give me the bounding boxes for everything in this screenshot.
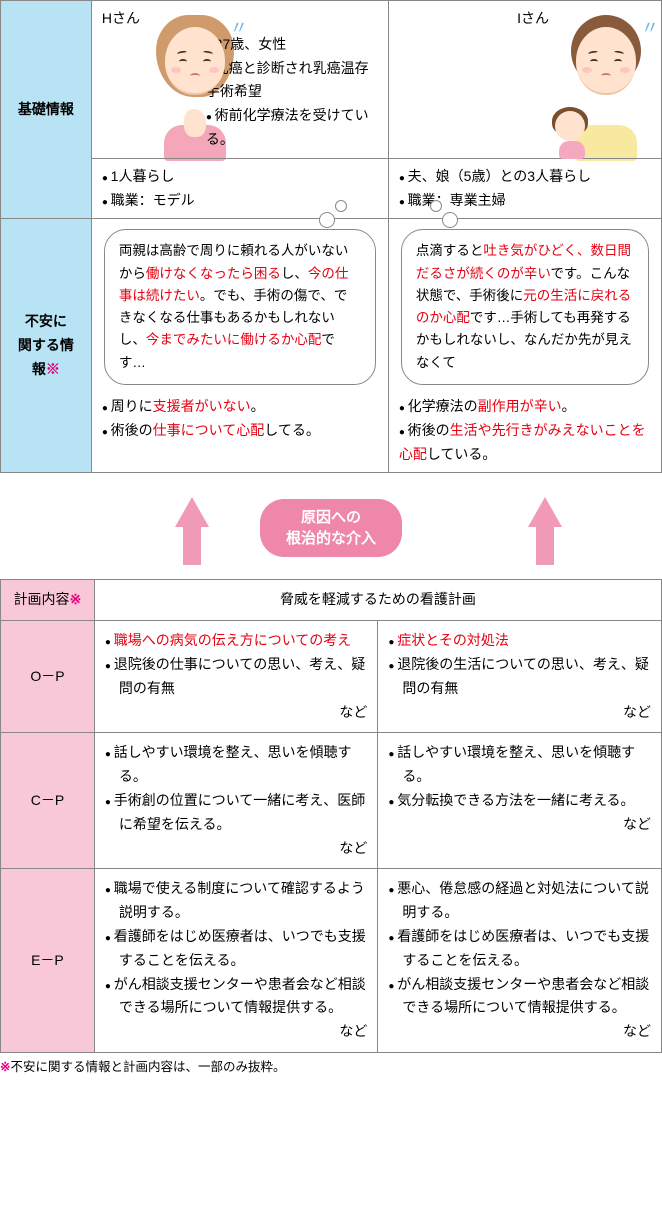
plan-cell: 話しやすい環境を整え、思いを傾聴する。気分転換できる方法を一緒に考える。など bbox=[378, 733, 662, 869]
patient-i-anxiety-cell: 点滴すると吐き気がひどく、数日間だるさが続くのが辛いです。こんな状態で、手術後に… bbox=[388, 219, 661, 473]
up-arrow-icon bbox=[528, 497, 562, 565]
patient-i-illustration: 〃 bbox=[561, 7, 651, 127]
patient-h-anxiety-list: 周りに支援者がいない。 術後の仕事について心配してる。 bbox=[102, 395, 378, 443]
intervention-label: 原因への 根治的な介入 bbox=[260, 499, 402, 557]
plan-cell: 症状とその対処法退院後の生活についての思い、考え、疑問の有無など bbox=[378, 621, 662, 733]
plan-cell: 職場で使える制度について確認するよう説明する。看護師をはじめ医療者は、いつでも支… bbox=[94, 869, 378, 1053]
list-item: 職場で使える制度について確認するよう説明する。 bbox=[105, 877, 368, 925]
patient-i-anxiety-list: 化学療法の副作用が辛い。 術後の生活や先行きがみえないことを心配している。 bbox=[399, 395, 651, 466]
asterisk-icon: ※ bbox=[0, 1060, 10, 1074]
plan-cell: 話しやすい環境を整え、思いを傾聴する。手術創の位置について一緒に考え、医師に希望… bbox=[94, 733, 378, 869]
etc-label: など bbox=[388, 1020, 651, 1044]
footnote: ※不安に関する情報と計画内容は、一部のみ抜粋。 bbox=[0, 1057, 662, 1078]
etc-label: など bbox=[388, 701, 651, 725]
list-item: 話しやすい環境を整え、思いを傾聴する。 bbox=[388, 741, 651, 789]
etc-label: など bbox=[388, 813, 651, 837]
list-item: 1人暮らし bbox=[102, 165, 378, 189]
list-item: 職場への病気の伝え方についての考え bbox=[105, 629, 368, 653]
patient-h-illustration: 〃 bbox=[150, 7, 240, 127]
plan-cell: 悪心、倦怠感の経過と対処法について説明する。看護師をはじめ医療者は、いつでも支援… bbox=[378, 869, 662, 1053]
patient-h-anxiety-cell: 両親は高齢で周りに頼れる人がいないから働けなくなったら困るし、今の仕事は続けたい… bbox=[91, 219, 388, 473]
basic-info-rowhead: 基礎情報 bbox=[1, 1, 92, 219]
child-illustration bbox=[555, 111, 589, 155]
up-arrow-icon bbox=[175, 497, 209, 565]
plan-row-label: E－P bbox=[1, 869, 95, 1053]
list-item: がん相談支援センターや患者会など相談できる場所について情報提供する。 bbox=[105, 973, 368, 1021]
plan-row-label: O－P bbox=[1, 621, 95, 733]
list-item: 術後の生活や先行きがみえないことを心配している。 bbox=[399, 419, 651, 467]
list-item: 悪心、倦怠感の経過と対処法について説明する。 bbox=[388, 877, 651, 925]
list-item: 夫、娘（5歳）との3人暮らし bbox=[399, 165, 651, 189]
list-item: 退院後の仕事についての思い、考え、疑問の有無 bbox=[105, 653, 368, 701]
list-item: 周りに支援者がいない。 bbox=[102, 395, 378, 419]
list-item: 看護師をはじめ医療者は、いつでも支援することを伝える。 bbox=[105, 925, 368, 973]
asterisk-icon: ※ bbox=[46, 361, 60, 377]
list-item: がん相談支援センターや患者会など相談できる場所について情報提供する。 bbox=[388, 973, 651, 1021]
plan-header-right: 脅威を軽減するための看護計画 bbox=[94, 580, 661, 621]
plan-cell: 職場への病気の伝え方についての考え退院後の仕事についての思い、考え、疑問の有無な… bbox=[94, 621, 378, 733]
plan-row-label: C－P bbox=[1, 733, 95, 869]
list-item: 退院後の生活についての思い、考え、疑問の有無 bbox=[388, 653, 651, 701]
intervention-arrows: 原因への 根治的な介入 bbox=[0, 477, 662, 573]
patient-i-profile-cell: Iさん 〃 bbox=[388, 1, 661, 159]
etc-label: など bbox=[105, 837, 368, 861]
anxiety-rowhead: 不安に 関する情報※ bbox=[1, 219, 92, 473]
list-item: 症状とその対処法 bbox=[388, 629, 651, 653]
plan-header-left: 計画内容※ bbox=[1, 580, 95, 621]
sweat-icon: 〃 bbox=[230, 13, 246, 44]
list-item: 話しやすい環境を整え、思いを傾聴する。 bbox=[105, 741, 368, 789]
list-item: 気分転換できる方法を一緒に考える。 bbox=[388, 789, 651, 813]
etc-label: など bbox=[105, 1020, 368, 1044]
patient-i-label: Iさん bbox=[517, 7, 549, 31]
list-item: 術後の仕事について心配してる。 bbox=[102, 419, 378, 443]
list-item: 看護師をはじめ医療者は、いつでも支援することを伝える。 bbox=[388, 925, 651, 973]
patient-i-speech-bubble: 点滴すると吐き気がひどく、数日間だるさが続くのが辛いです。こんな状態で、手術後に… bbox=[401, 229, 649, 385]
list-item: 手術創の位置について一緒に考え、医師に希望を伝える。 bbox=[105, 789, 368, 837]
plan-tbody: O－P職場への病気の伝え方についての考え退院後の仕事についての思い、考え、疑問の… bbox=[1, 621, 662, 1053]
asterisk-icon: ※ bbox=[70, 591, 82, 607]
sweat-icon: 〃 bbox=[641, 13, 657, 44]
patient-i-living-cell: 夫、娘（5歳）との3人暮らし 職業：専業主婦 bbox=[388, 158, 661, 219]
care-plan-table: 計画内容※ 脅威を軽減するための看護計画 O－P職場への病気の伝え方についての考… bbox=[0, 579, 662, 1053]
list-item: 化学療法の副作用が辛い。 bbox=[399, 395, 651, 419]
patient-h-speech-bubble: 両親は高齢で周りに頼れる人がいないから働けなくなったら困るし、今の仕事は続けたい… bbox=[104, 229, 376, 385]
patient-info-table: 基礎情報 Hさん 〃 37歳、女性 乳癌と診断され乳癌温存手術希望 術前化学 bbox=[0, 0, 662, 473]
patient-h-profile-cell: Hさん 〃 37歳、女性 乳癌と診断され乳癌温存手術希望 術前化学療法を受けてい… bbox=[91, 1, 388, 159]
etc-label: など bbox=[105, 701, 368, 725]
